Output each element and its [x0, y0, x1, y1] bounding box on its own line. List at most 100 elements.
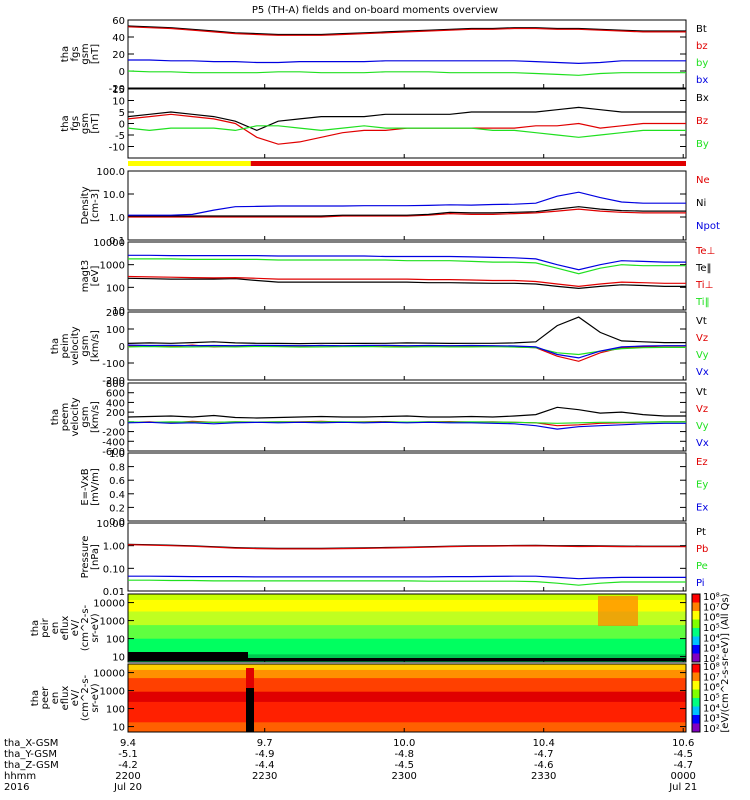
colorbar-tick-label: 10²	[703, 654, 720, 665]
colorbar-cell	[692, 681, 700, 690]
y-axis-label: sr-eV)	[90, 683, 101, 712]
legend-entry: Vz	[696, 404, 708, 415]
colorbar-cell	[692, 698, 700, 707]
legend-entry: Bx	[696, 93, 709, 104]
legend-entry: Bt	[696, 24, 707, 35]
y-axis-label: [km/s]	[90, 401, 101, 433]
y-axis-label: magt3	[80, 260, 91, 293]
y-tick-label: 10	[112, 306, 125, 317]
mode-bar-segment	[250, 161, 686, 166]
x-tick-label: -4.2	[118, 760, 138, 771]
series-line-Vt	[127, 316, 686, 345]
y-tick-label: 0.2	[109, 503, 125, 514]
y-tick-label: 100	[106, 325, 125, 336]
series-line-bx	[127, 70, 686, 76]
y-tick-label: 200	[106, 308, 125, 319]
legend-entry: Vx	[696, 367, 709, 378]
series-line-Ni	[128, 206, 686, 217]
series-line-Vx	[127, 344, 686, 359]
y-axis-label: [eV]	[90, 266, 101, 287]
colorbar-cell	[692, 645, 700, 654]
colorbar-tick-label: 10⁸	[703, 662, 720, 673]
x-tick-label: 0000	[670, 771, 695, 782]
series-line-Pi	[128, 575, 686, 580]
colorbar-tick-label: 10³	[703, 644, 720, 655]
spectrogram-band	[598, 596, 638, 626]
y-tick-label: 0.1	[109, 236, 125, 247]
spectrogram-band	[128, 677, 686, 692]
y-tick-label: 1000	[100, 261, 125, 272]
x-tick-label: -4.6	[534, 760, 554, 771]
spectrogram-band	[128, 594, 686, 600]
colorbar-tick-label: 10⁴	[703, 633, 720, 644]
colorbars: 10⁸10⁷10⁶10⁵10⁴10³10²10⁸10⁷10⁶10⁵10⁴10³1…	[691, 592, 731, 735]
y-tick-label: 10.00	[96, 519, 125, 530]
y-axis-label: (cm^2-s-	[80, 674, 91, 721]
y-tick-label: 40	[112, 33, 125, 44]
panel-frame	[127, 382, 687, 452]
y-tick-label: 100	[106, 705, 125, 716]
legend-entry: Pt	[696, 527, 706, 538]
series-line-Pe	[128, 579, 686, 586]
colorbar-cell	[692, 619, 700, 629]
x-tick-label: 9.7	[257, 738, 273, 749]
colorbar-tick-label: 10⁷	[703, 672, 720, 683]
figure-title: P5 (TH-A) fields and on-board moments ov…	[252, 5, 498, 16]
y-axis-label: velocity	[70, 397, 81, 436]
panel-4: 10000 1000 100 10 magt3 [eV] Te⊥ Te‖ Ti⊥ Ti‖	[80, 238, 715, 317]
y-axis-label: gsm	[80, 406, 91, 427]
colorbar-cell	[692, 664, 700, 673]
legend-entry: Pi	[696, 578, 705, 589]
series-line-Ti‖	[128, 254, 686, 271]
y-tick-label: -200	[102, 376, 125, 387]
legend-entry: Ey	[696, 480, 708, 491]
panel-7: 1.0 0.8 0.6 0.4 0.2 0.0 E=-VxB [mV/m] Ez Ey Ex	[80, 449, 708, 528]
x-tick-label: -4.7	[673, 760, 693, 771]
y-axis-label: Pressure	[80, 536, 91, 579]
y-tick-label: 5	[119, 108, 125, 119]
x-tick-label: -4.7	[534, 749, 554, 760]
x-tick-label: -4.4	[255, 760, 275, 771]
y-axis-label: peir	[40, 617, 51, 637]
y-tick-label: 1000	[100, 617, 125, 628]
y-axis-label: eflux	[60, 616, 71, 641]
y-tick-label: 10	[112, 653, 125, 664]
y-axis-label: Density	[80, 186, 91, 224]
legend-entry: Vy	[696, 350, 709, 361]
colorbar-tick-label: 10⁶	[703, 613, 720, 624]
colorbar-cell	[692, 723, 700, 733]
legend-entry: Te‖	[695, 263, 712, 274]
series-line-Ti‖g	[128, 258, 686, 275]
x-tick-label: -4.8	[394, 749, 414, 760]
x-tick-label: 2230	[252, 771, 277, 782]
series-line-by	[128, 59, 686, 65]
series-line-Bt	[127, 25, 686, 36]
y-axis-label: eflux	[60, 686, 71, 711]
legend-entry: Ni	[696, 198, 706, 209]
series-line-Vy	[127, 421, 686, 424]
y-tick-label: 100	[106, 635, 125, 646]
panel-5: 200 100 0 -100 -200 tha peim velocity gsm [km/s] V…	[50, 308, 709, 387]
x-tick-label: 2200	[115, 771, 140, 782]
y-tick-label: 10	[112, 97, 125, 108]
spectrogram-band	[128, 658, 686, 661]
series-line-Pb	[127, 544, 686, 550]
y-axis-label: gsm	[80, 113, 91, 134]
y-tick-label: 600	[106, 389, 125, 400]
series-line-Bz	[127, 113, 686, 145]
colorbar-cell	[692, 715, 700, 724]
y-axis-label: tha	[60, 115, 71, 131]
y-tick-label: 0.0	[109, 517, 125, 528]
y-axis-label: tha	[50, 409, 61, 425]
y-axis-label: en	[50, 692, 61, 705]
x-tick-label: 10.4	[533, 738, 555, 749]
x-tick-label: 9.4	[120, 738, 136, 749]
y-axis-label: [cm-3]	[90, 189, 101, 222]
legend-entry: Pb	[696, 544, 708, 555]
x-axis-row-label: hhmm	[4, 771, 36, 782]
y-tick-label: 20	[112, 50, 125, 61]
spectrogram-band	[246, 668, 254, 732]
y-axis-label: (cm^2-s-	[80, 604, 91, 651]
y-tick-label: 15	[112, 85, 125, 96]
